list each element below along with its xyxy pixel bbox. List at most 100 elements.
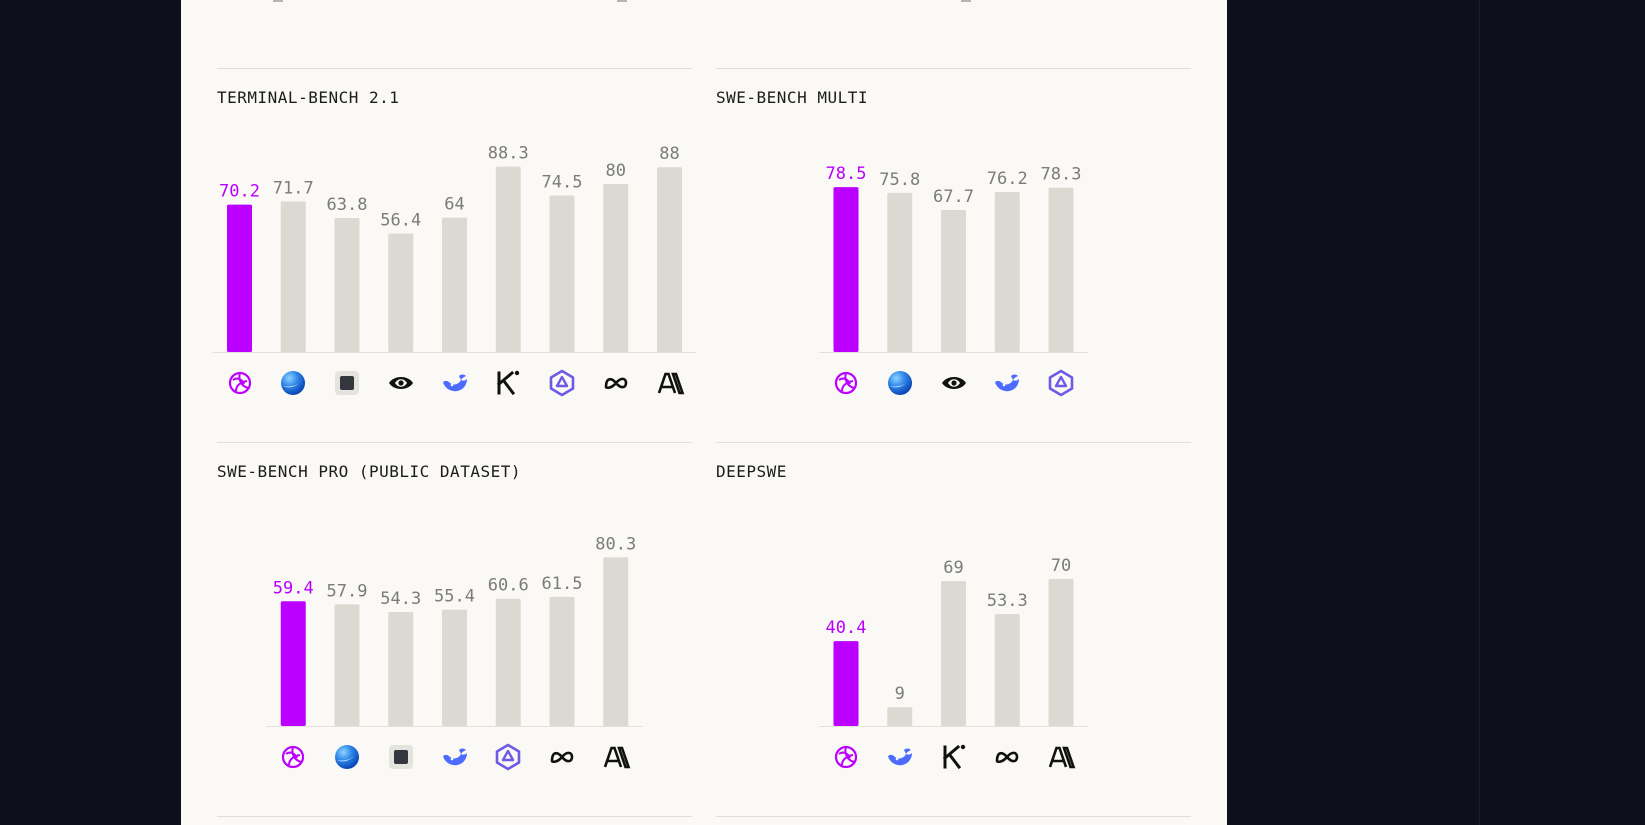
swirl-logo-icon (278, 742, 308, 772)
bar-model-9 (1048, 579, 1074, 726)
bar-model-1 (833, 641, 859, 726)
meta-logo-icon (547, 742, 577, 772)
bar-model-7 (495, 598, 521, 726)
bar-model-2 (280, 201, 306, 352)
value-label: 61.5 (542, 574, 583, 594)
bar-model-8 (603, 184, 629, 352)
model-icon-row (217, 742, 692, 772)
bar-model-4 (941, 209, 966, 352)
section-divider (217, 442, 692, 443)
kimi-logo-icon (493, 368, 523, 398)
qwen-logo-icon (493, 742, 523, 772)
bar-plot: 40.4 9 69 53.3 70 (819, 556, 1088, 727)
value-label: 78.5 (826, 164, 867, 184)
section-divider (716, 68, 1191, 69)
section-divider (217, 68, 692, 69)
bar-model-5 (994, 191, 1020, 352)
cut-off-mark (273, 0, 283, 2)
bar-model-6 (941, 581, 966, 726)
meta-logo-icon (601, 368, 631, 398)
dark-square-logo-icon (332, 368, 362, 398)
kimi-logo-icon (939, 742, 969, 772)
bar-model-8 (549, 596, 575, 726)
value-label: 67.7 (933, 187, 974, 207)
blue-sphere-logo-icon (278, 368, 308, 398)
value-label: 55.4 (434, 587, 475, 607)
anthropic-logo-icon (601, 742, 631, 772)
section-divider (716, 442, 1191, 443)
bar-model-1 (280, 601, 306, 726)
dark-square-logo-icon (386, 742, 416, 772)
deepseek-whale-logo-icon (992, 368, 1022, 398)
chart-title: SWE-BENCH PRO (PUBLIC DATASET) (217, 462, 521, 481)
value-label: 40.4 (826, 618, 867, 638)
anthropic-logo-icon (655, 368, 685, 398)
value-label: 70 (1051, 556, 1071, 576)
value-label: 69 (943, 558, 963, 578)
deepseek-whale-logo-icon (440, 742, 470, 772)
value-label: 74.5 (542, 173, 583, 193)
bar-model-9 (657, 167, 682, 352)
chart-title: TERMINAL-BENCH 2.1 (217, 88, 400, 107)
bar-model-2 (887, 192, 913, 352)
anthropic-logo-icon (1046, 742, 1076, 772)
chart-title: SWE-BENCH MULTI (716, 88, 868, 107)
swirl-logo-icon (831, 368, 861, 398)
chart-title: DEEPSWE (716, 462, 787, 481)
value-label: 9 (895, 684, 905, 704)
bar-model-1 (833, 187, 859, 352)
model-icon-row (217, 368, 692, 398)
value-label: 88 (659, 144, 679, 164)
deepseek-whale-logo-icon (440, 368, 470, 398)
meta-logo-icon (992, 742, 1022, 772)
value-label: 76.2 (987, 169, 1028, 189)
value-label: 64 (444, 195, 464, 215)
nvidia-logo-icon (386, 368, 416, 398)
value-label: 88.3 (488, 144, 529, 164)
blue-sphere-logo-icon (885, 368, 915, 398)
bar-model-7 (1048, 187, 1074, 352)
bar-plot: 70.2 71.7 63.8 56.4 64 88.3 74.5 80 88 (212, 144, 697, 353)
bar-model-8 (994, 614, 1020, 726)
value-label: 54.3 (380, 589, 421, 609)
right-divider-line (1479, 0, 1480, 825)
bar-model-3 (388, 611, 414, 726)
value-label: 63.8 (327, 195, 368, 215)
value-label: 71.7 (273, 178, 314, 198)
bar-plot: 78.5 75.8 67.7 76.2 78.3 (819, 164, 1088, 353)
section-divider (716, 816, 1191, 817)
value-label: 78.3 (1041, 165, 1082, 185)
qwen-logo-icon (1046, 368, 1076, 398)
value-label: 75.8 (879, 170, 920, 190)
value-label: 80 (606, 161, 626, 181)
bar-model-5 (887, 707, 913, 726)
nvidia-logo-icon (939, 368, 969, 398)
bar-model-3 (334, 218, 360, 352)
bar-model-1 (227, 204, 252, 352)
bar-model-2 (334, 604, 360, 726)
value-label: 59.4 (273, 578, 314, 598)
blue-sphere-logo-icon (332, 742, 362, 772)
swirl-logo-icon (225, 368, 255, 398)
bar-model-6 (495, 166, 521, 352)
bar-model-7 (549, 195, 575, 352)
cut-off-mark (961, 0, 971, 2)
deepseek-whale-logo-icon (885, 742, 915, 772)
cut-off-mark (617, 0, 627, 2)
bar-model-5 (442, 217, 467, 352)
bar-model-4 (388, 233, 414, 352)
section-divider (217, 816, 692, 817)
value-label: 80.3 (595, 534, 636, 554)
model-icon-row (716, 368, 1191, 398)
swirl-logo-icon (831, 742, 861, 772)
qwen-logo-icon (547, 368, 577, 398)
value-label: 60.6 (488, 576, 529, 596)
benchmark-panel: TERMINAL-BENCH 2.1 70.2 71.7 63.8 56.4 64 88.… (181, 0, 1227, 825)
value-label: 56.4 (380, 211, 421, 231)
bar-plot: 59.4 57.9 54.3 55.4 60.6 61.5 80.3 (266, 534, 643, 727)
bar-model-9 (603, 557, 629, 726)
value-label: 70.2 (219, 182, 260, 202)
value-label: 53.3 (987, 591, 1028, 611)
value-label: 57.9 (327, 581, 368, 601)
bar-model-5 (442, 609, 467, 726)
